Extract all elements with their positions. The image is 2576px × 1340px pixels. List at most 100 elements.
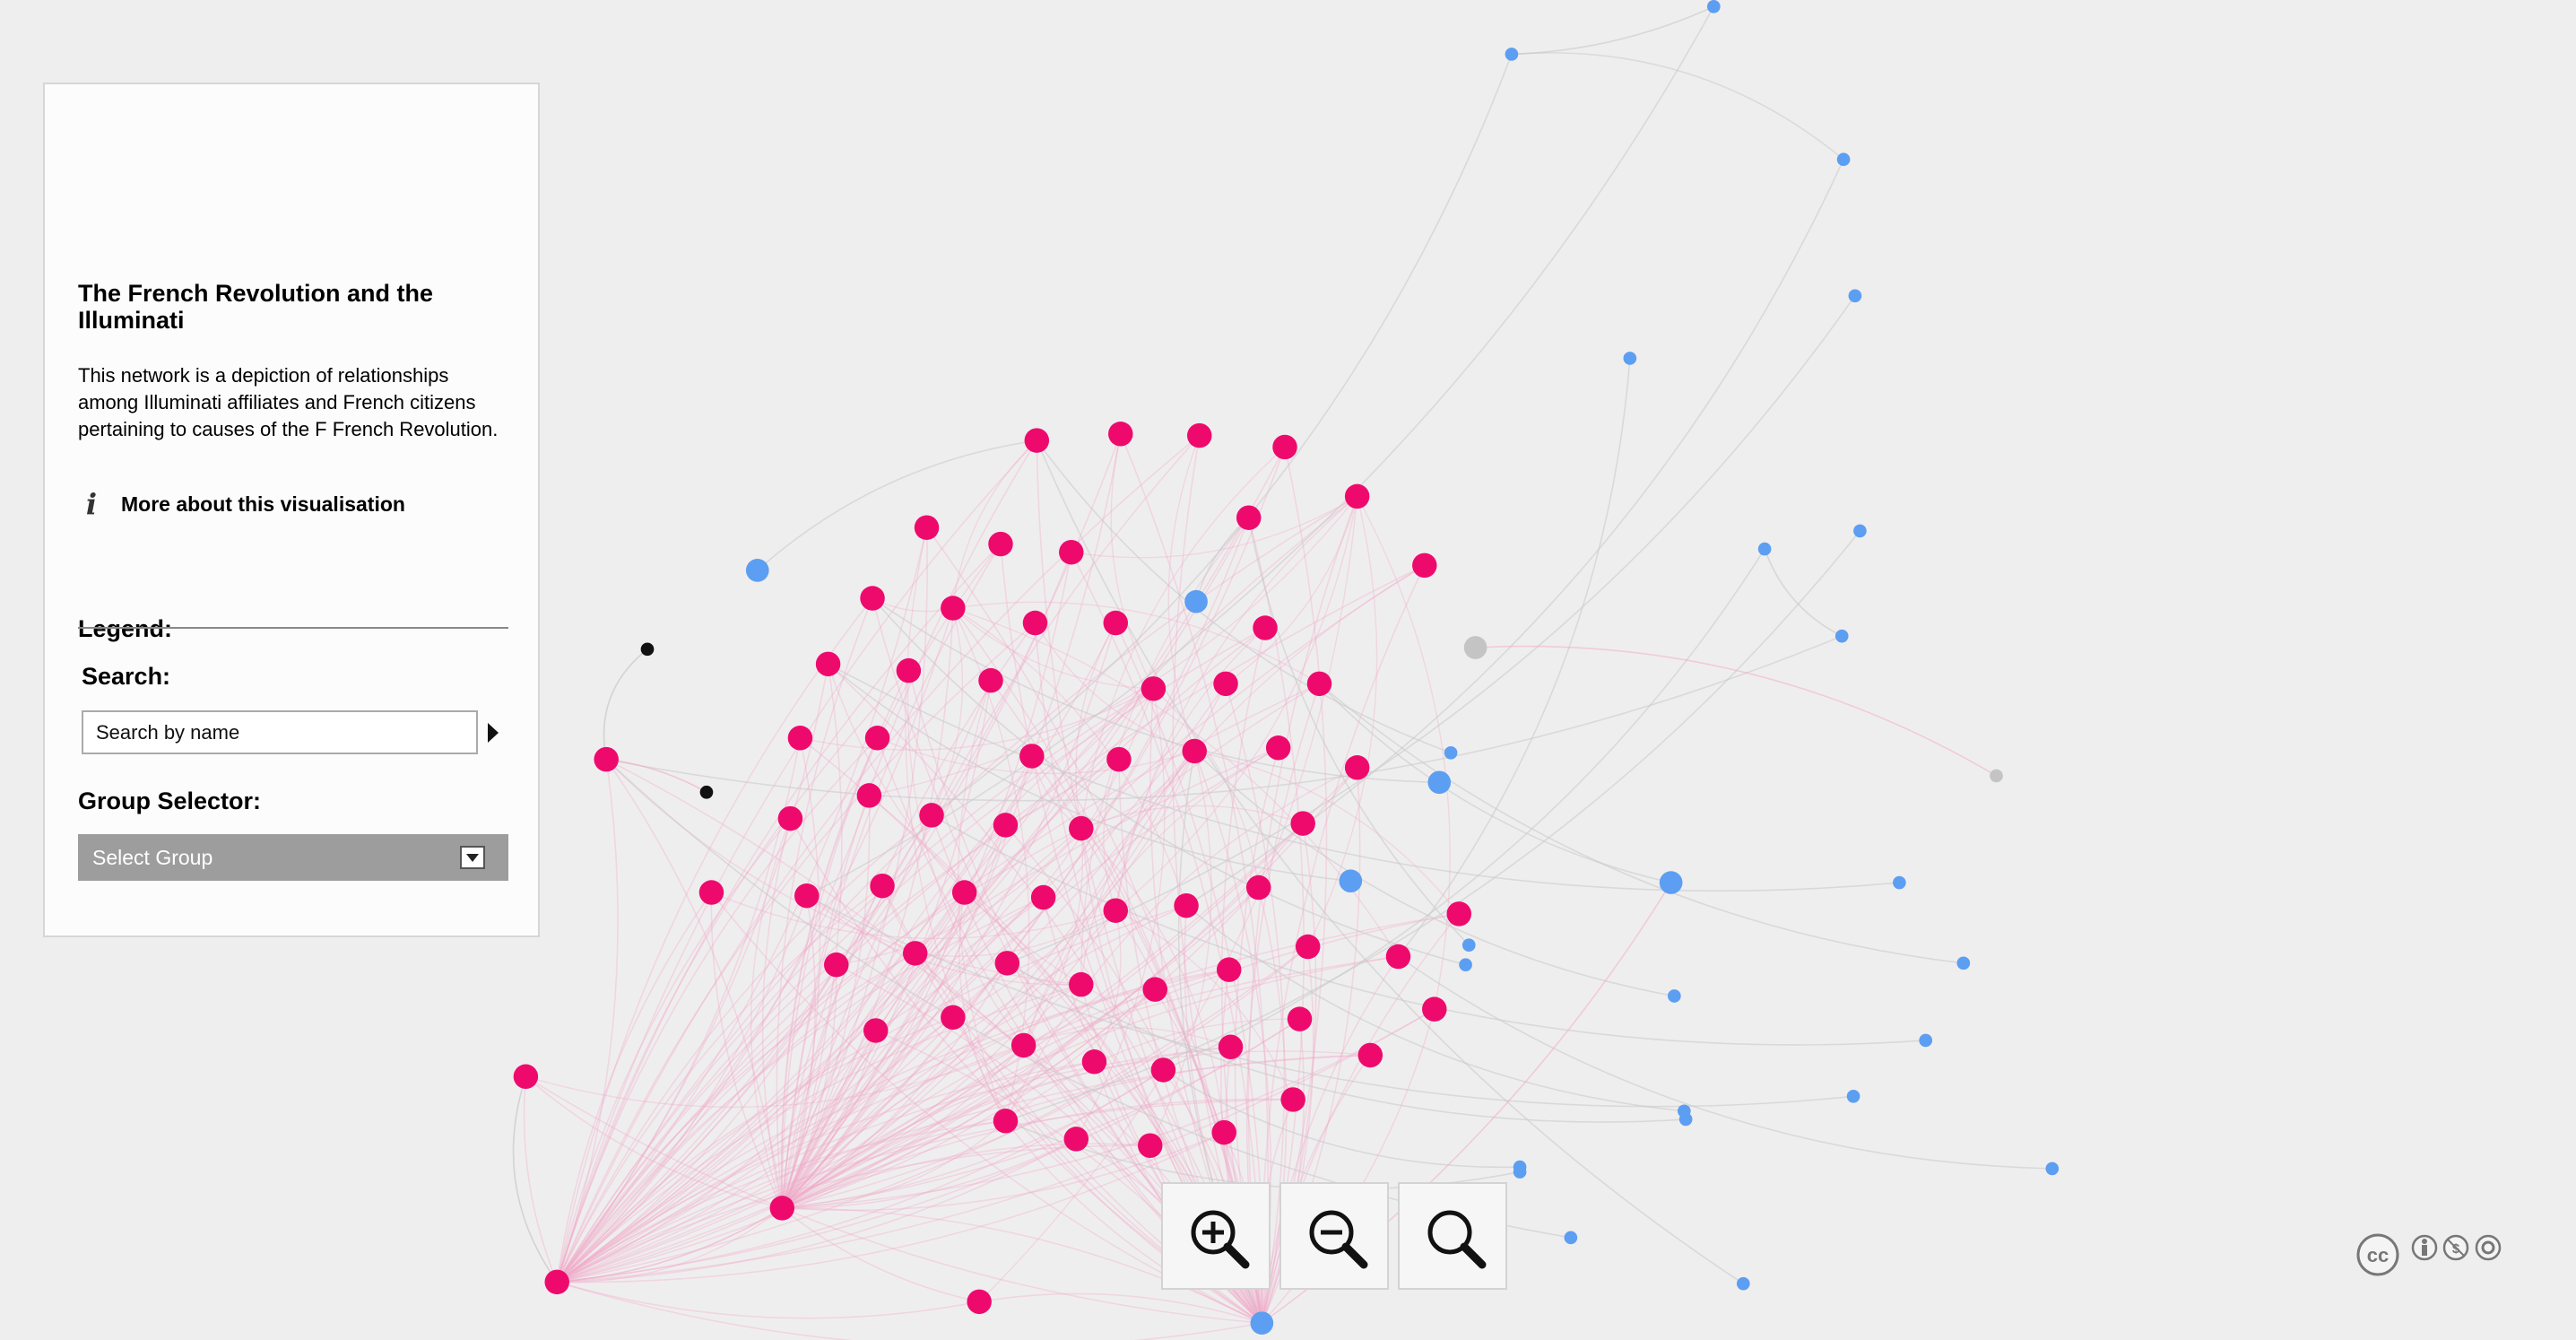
node-illuminati-affiliate[interactable] xyxy=(1678,1112,1693,1127)
node-french-citizen[interactable] xyxy=(794,883,820,909)
node-grey[interactable] xyxy=(1990,769,2003,783)
node-illuminati-affiliate[interactable] xyxy=(1706,0,1721,13)
node-french-citizen[interactable] xyxy=(1213,671,1238,697)
zoom-in-button[interactable] xyxy=(1161,1182,1271,1290)
node-french-citizen[interactable] xyxy=(1186,422,1212,448)
node-french-citizen[interactable] xyxy=(1081,1049,1107,1075)
node-french-citizen[interactable] xyxy=(941,1005,966,1031)
node-french-citizen[interactable] xyxy=(1287,1006,1313,1031)
node-french-citizen[interactable] xyxy=(993,1109,1019,1134)
node-french-citizen[interactable] xyxy=(544,1269,569,1295)
node-illuminati-affiliate[interactable] xyxy=(1659,871,1683,894)
node-illuminati-affiliate[interactable] xyxy=(1893,875,1906,890)
node-french-citizen[interactable] xyxy=(1182,738,1207,764)
node-french-citizen[interactable] xyxy=(1106,746,1132,772)
node-french-citizen[interactable] xyxy=(941,596,966,621)
node-french-citizen[interactable] xyxy=(1245,874,1271,901)
node-french-citizen[interactable] xyxy=(1357,1042,1383,1068)
node-illuminati-affiliate[interactable] xyxy=(1184,589,1208,613)
node-french-citizen[interactable] xyxy=(777,805,803,831)
node-french-citizen[interactable] xyxy=(914,515,940,540)
node-french-citizen[interactable] xyxy=(787,726,813,751)
search-submit-arrow-icon[interactable] xyxy=(488,723,499,743)
node-french-citizen[interactable] xyxy=(1422,996,1447,1022)
node-french-citizen[interactable] xyxy=(698,880,724,905)
node-french-citizen[interactable] xyxy=(1272,434,1297,460)
node-french-citizen[interactable] xyxy=(1069,971,1094,997)
node-french-citizen[interactable] xyxy=(1108,422,1133,447)
node-illuminati-affiliate[interactable] xyxy=(1513,1165,1527,1179)
search-input[interactable] xyxy=(82,710,478,754)
node-black[interactable] xyxy=(640,642,655,657)
node-illuminati-affiliate[interactable] xyxy=(1250,1311,1274,1335)
node-french-citizen[interactable] xyxy=(1265,735,1291,761)
node-illuminati-affiliate[interactable] xyxy=(1853,524,1867,538)
creative-commons-license-badge[interactable]: cc $ xyxy=(2355,1231,2505,1277)
node-illuminati-affiliate[interactable] xyxy=(1757,542,1772,556)
node-illuminati-affiliate[interactable] xyxy=(1623,352,1637,365)
node-french-citizen[interactable] xyxy=(815,651,841,677)
node-illuminati-affiliate[interactable] xyxy=(1444,745,1458,760)
node-french-citizen[interactable] xyxy=(1218,1034,1244,1060)
node-french-citizen[interactable] xyxy=(769,1196,795,1221)
node-french-citizen[interactable] xyxy=(919,803,944,828)
node-illuminati-affiliate[interactable] xyxy=(1834,629,1849,643)
node-french-citizen[interactable] xyxy=(1024,428,1050,453)
node-french-citizen[interactable] xyxy=(1344,483,1370,509)
node-french-citizen[interactable] xyxy=(1030,884,1056,910)
node-french-citizen[interactable] xyxy=(967,1289,992,1315)
node-illuminati-affiliate[interactable] xyxy=(1736,1276,1750,1291)
node-french-citizen[interactable] xyxy=(1216,957,1242,982)
node-french-citizen[interactable] xyxy=(1446,901,1472,927)
node-illuminati-affiliate[interactable] xyxy=(745,559,769,582)
node-french-citizen[interactable] xyxy=(1022,610,1048,636)
node-french-citizen[interactable] xyxy=(823,952,849,978)
node-french-citizen[interactable] xyxy=(1211,1119,1236,1145)
node-french-citizen[interactable] xyxy=(1344,755,1370,780)
node-illuminati-affiliate[interactable] xyxy=(1564,1231,1578,1245)
node-french-citizen[interactable] xyxy=(1063,1127,1089,1152)
node-french-citizen[interactable] xyxy=(1138,1133,1163,1158)
node-french-citizen[interactable] xyxy=(860,586,885,611)
node-french-citizen[interactable] xyxy=(994,951,1020,976)
node-illuminati-affiliate[interactable] xyxy=(1461,938,1476,953)
node-french-citizen[interactable] xyxy=(870,873,895,899)
node-french-citizen[interactable] xyxy=(1253,615,1278,640)
node-illuminati-affiliate[interactable] xyxy=(1846,1089,1860,1103)
node-french-citizen[interactable] xyxy=(1306,671,1332,697)
node-french-citizen[interactable] xyxy=(1141,676,1167,701)
node-french-citizen[interactable] xyxy=(1236,505,1262,530)
node-french-citizen[interactable] xyxy=(1295,934,1321,960)
more-about-link[interactable]: i More about this visualisation xyxy=(78,486,405,522)
node-grey[interactable] xyxy=(1463,636,1487,659)
node-french-citizen[interactable] xyxy=(902,941,928,966)
node-french-citizen[interactable] xyxy=(513,1064,539,1090)
node-illuminati-affiliate[interactable] xyxy=(1836,152,1851,167)
node-french-citizen[interactable] xyxy=(856,783,882,808)
node-french-citizen[interactable] xyxy=(1059,539,1084,565)
node-french-citizen[interactable] xyxy=(1290,811,1315,836)
node-french-citizen[interactable] xyxy=(594,746,619,772)
node-illuminati-affiliate[interactable] xyxy=(1848,289,1862,303)
group-select-dropdown[interactable]: Select Group xyxy=(78,834,508,881)
node-french-citizen[interactable] xyxy=(951,880,977,905)
node-french-citizen[interactable] xyxy=(863,1018,889,1043)
node-illuminati-affiliate[interactable] xyxy=(1956,956,1971,970)
node-illuminati-affiliate[interactable] xyxy=(1459,958,1472,972)
node-french-citizen[interactable] xyxy=(1069,815,1094,841)
node-illuminati-affiliate[interactable] xyxy=(2045,1162,2060,1176)
node-french-citizen[interactable] xyxy=(1142,977,1167,1002)
node-french-citizen[interactable] xyxy=(1174,892,1199,918)
node-french-citizen[interactable] xyxy=(978,667,1003,693)
node-black[interactable] xyxy=(699,785,714,799)
node-french-citizen[interactable] xyxy=(988,531,1013,557)
node-french-citizen[interactable] xyxy=(1019,744,1045,769)
node-french-citizen[interactable] xyxy=(1412,553,1437,579)
node-french-citizen[interactable] xyxy=(896,657,922,683)
node-french-citizen[interactable] xyxy=(1103,610,1129,636)
node-illuminati-affiliate[interactable] xyxy=(1505,48,1519,61)
node-french-citizen[interactable] xyxy=(993,813,1019,838)
node-illuminati-affiliate[interactable] xyxy=(1667,989,1681,1003)
node-french-citizen[interactable] xyxy=(864,726,890,751)
